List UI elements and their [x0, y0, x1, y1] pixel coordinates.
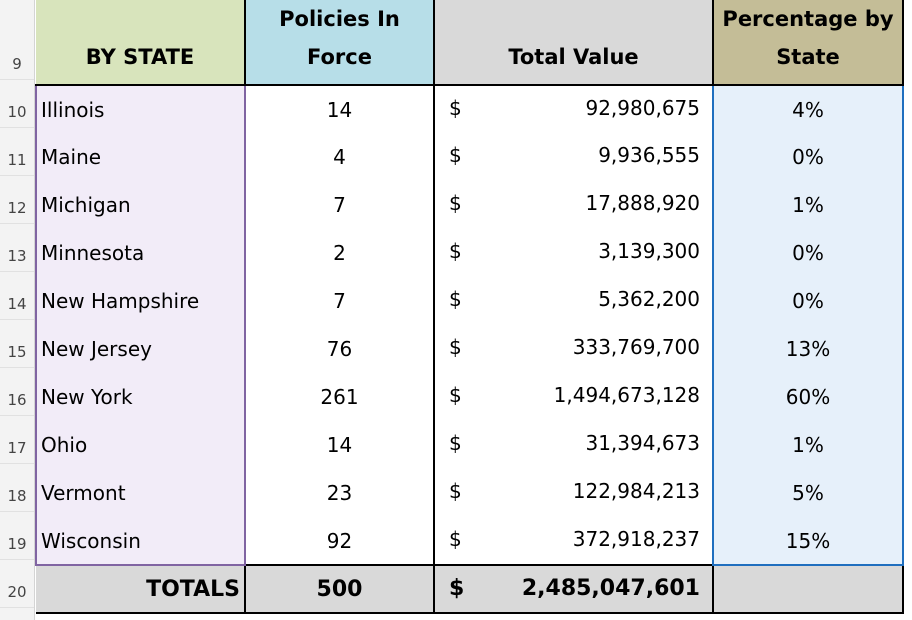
value-cell[interactable]: $5,362,200	[434, 277, 713, 325]
state-cell[interactable]: Michigan	[35, 181, 246, 229]
table-row: Michigan 7 $17,888,920 1%	[35, 181, 904, 229]
table-row: Wisconsin 92 $372,918,237 15%	[35, 517, 904, 566]
state-cell[interactable]: Wisconsin	[35, 517, 246, 566]
value-cell[interactable]: $1,494,673,128	[434, 373, 713, 421]
header-policies[interactable]: Policies In Force	[244, 0, 435, 86]
value-amount: 92,980,675	[585, 96, 700, 120]
totals-percentage[interactable]	[712, 564, 904, 614]
value-cell[interactable]: $3,139,300	[434, 229, 713, 277]
value-cell[interactable]: $372,918,237	[434, 517, 713, 565]
percentage-cell[interactable]: 60%	[712, 373, 904, 421]
value-amount: 122,984,213	[572, 479, 700, 503]
value-cell[interactable]: $9,936,555	[434, 133, 713, 181]
state-cell[interactable]: Vermont	[35, 469, 246, 517]
value-amount: 5,362,200	[598, 287, 700, 311]
header-row: BY STATE Policies In Force Total Value Pe…	[36, 0, 904, 86]
state-cell[interactable]: New York	[35, 373, 246, 421]
policies-cell[interactable]: 4	[245, 133, 435, 181]
value-amount: 31,394,673	[585, 431, 700, 455]
percentage-cell[interactable]: 4%	[712, 85, 904, 133]
table-row: New Hampshire 7 $5,362,200 0%	[35, 277, 904, 325]
state-cell[interactable]: Ohio	[35, 421, 246, 469]
currency-symbol: $	[449, 527, 462, 551]
row-number[interactable]: 17	[0, 416, 34, 464]
header-by-state[interactable]: BY STATE	[36, 0, 245, 86]
row-number[interactable]: 12	[0, 176, 34, 224]
totals-value-amount: 2,485,047,601	[521, 576, 700, 601]
value-amount: 1,494,673,128	[553, 383, 700, 407]
row-number[interactable]: 16	[0, 368, 34, 416]
spreadsheet-table: BY STATE Policies In Force Total Value Pe…	[35, 0, 904, 614]
policies-cell[interactable]: 92	[245, 517, 435, 565]
percentage-cell[interactable]: 1%	[712, 421, 904, 469]
value-amount: 9,936,555	[598, 143, 700, 167]
currency-symbol: $	[449, 191, 462, 215]
currency-symbol: $	[449, 431, 462, 455]
value-amount: 3,139,300	[598, 239, 700, 263]
value-cell[interactable]: $92,980,675	[434, 85, 713, 133]
row-headers: 9 10 11 12 13 14 15 16 17 18 19 20	[0, 0, 35, 620]
row-number[interactable]: 13	[0, 224, 34, 272]
policies-cell[interactable]: 23	[245, 469, 435, 517]
table-row: New York 261 $1,494,673,128 60%	[35, 373, 904, 421]
percentage-cell[interactable]: 0%	[712, 229, 904, 277]
percentage-cell[interactable]: 15%	[712, 517, 904, 566]
policies-cell[interactable]: 7	[245, 277, 435, 325]
state-cell[interactable]: Maine	[35, 133, 246, 181]
currency-symbol: $	[449, 383, 462, 407]
table-row: Maine 4 $9,936,555 0%	[35, 133, 904, 181]
row-number[interactable]: 11	[0, 128, 34, 176]
currency-symbol: $	[449, 479, 462, 503]
state-cell[interactable]: Illinois	[35, 85, 246, 133]
value-amount: 333,769,700	[572, 335, 700, 359]
currency-symbol: $	[449, 239, 462, 263]
header-percentage[interactable]: Percentage by State	[712, 0, 904, 86]
policies-cell[interactable]: 7	[245, 181, 435, 229]
table-row: Minnesota 2 $3,139,300 0%	[35, 229, 904, 277]
value-cell[interactable]: $31,394,673	[434, 421, 713, 469]
currency-symbol: $	[449, 287, 462, 311]
currency-symbol: $	[449, 335, 462, 359]
table-row: Vermont 23 $122,984,213 5%	[35, 469, 904, 517]
percentage-cell[interactable]: 0%	[712, 277, 904, 325]
table-row: New Jersey 76 $333,769,700 13%	[35, 325, 904, 373]
state-cell[interactable]: Minnesota	[35, 229, 246, 277]
value-amount: 372,918,237	[572, 527, 700, 551]
policies-cell[interactable]: 2	[245, 229, 435, 277]
percentage-cell[interactable]: 5%	[712, 469, 904, 517]
state-cell[interactable]: New Hampshire	[35, 277, 246, 325]
policies-cell[interactable]: 14	[245, 85, 435, 133]
policies-cell[interactable]: 14	[245, 421, 435, 469]
percentage-cell[interactable]: 13%	[712, 325, 904, 373]
row-number[interactable]: 14	[0, 272, 34, 320]
state-cell[interactable]: New Jersey	[35, 325, 246, 373]
header-total-value[interactable]: Total Value	[434, 0, 713, 86]
percentage-cell[interactable]: 0%	[712, 133, 904, 181]
row-number[interactable]: 15	[0, 320, 34, 368]
row-number[interactable]: 20	[0, 560, 34, 608]
currency-symbol: $	[449, 143, 462, 167]
currency-symbol: $	[449, 576, 465, 601]
table-row: Illinois 14 $92,980,675 4%	[35, 85, 904, 133]
totals-row: TOTALS 500 $2,485,047,601	[36, 564, 904, 614]
table-row: Ohio 14 $31,394,673 1%	[35, 421, 904, 469]
currency-symbol: $	[449, 96, 462, 120]
row-number[interactable]: 10	[0, 80, 34, 128]
row-number[interactable]: 19	[0, 512, 34, 560]
value-cell[interactable]: $122,984,213	[434, 469, 713, 517]
policies-cell[interactable]: 76	[245, 325, 435, 373]
row-number[interactable]: 18	[0, 464, 34, 512]
policies-cell[interactable]: 261	[245, 373, 435, 421]
value-cell[interactable]: $333,769,700	[434, 325, 713, 373]
row-number[interactable]: 9	[0, 0, 34, 80]
percentage-cell[interactable]: 1%	[712, 181, 904, 229]
value-cell[interactable]: $17,888,920	[434, 181, 713, 229]
value-amount: 17,888,920	[585, 191, 700, 215]
totals-label[interactable]: TOTALS	[36, 564, 245, 614]
totals-value[interactable]: $2,485,047,601	[434, 564, 713, 614]
totals-policies[interactable]: 500	[244, 564, 435, 614]
